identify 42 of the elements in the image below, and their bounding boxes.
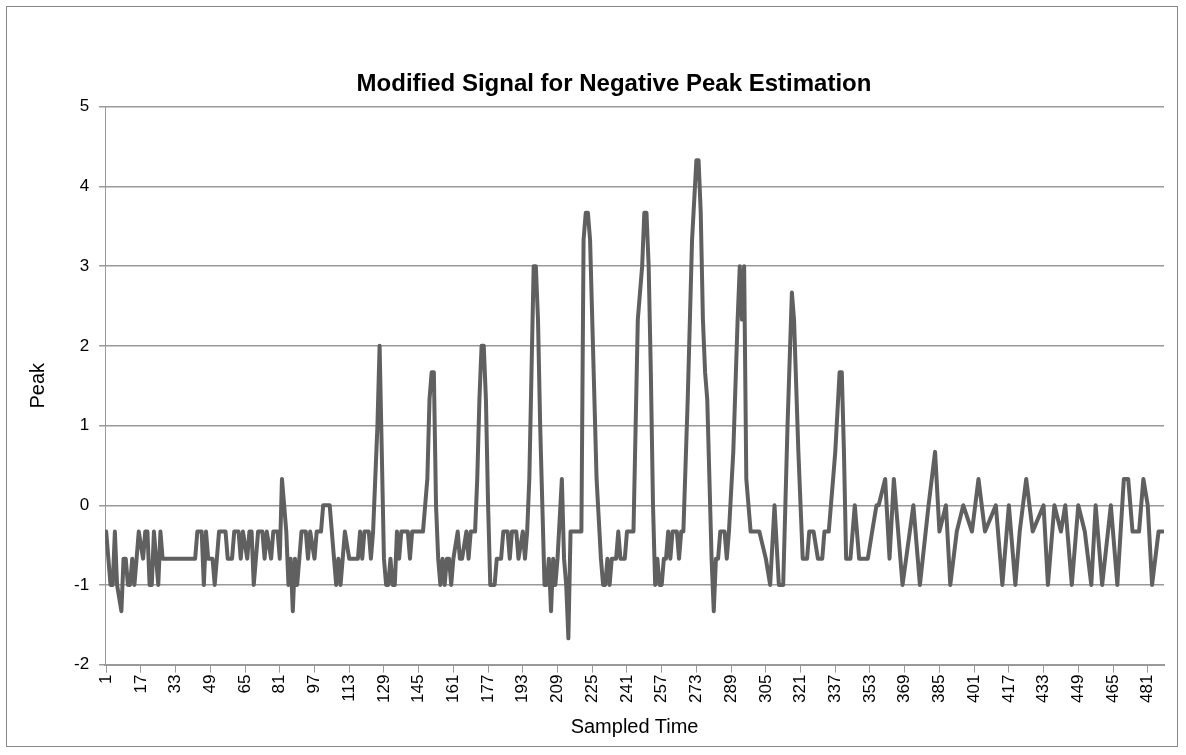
x-tick-label: 129	[373, 674, 393, 704]
x-tick-label: 369	[894, 674, 914, 704]
y-tick-label: -2	[73, 654, 90, 674]
x-tick-label: 385	[929, 674, 949, 704]
x-tick-label: 145	[408, 674, 428, 704]
x-tick-label: 305	[755, 674, 775, 704]
y-tick-label: 5	[79, 96, 90, 116]
x-tick-label: 81	[269, 674, 289, 694]
x-tick-label: 161	[443, 674, 463, 704]
x-tick-label: 321	[790, 674, 810, 704]
y-tick-label: 3	[79, 255, 90, 275]
x-tick-label: 337	[824, 674, 844, 704]
y-tick-label: 0	[79, 494, 90, 514]
x-tick-label: 177	[477, 674, 497, 704]
x-tick-label: 417	[998, 674, 1018, 704]
x-tick-label: 433	[1033, 674, 1053, 704]
x-tick-label: 49	[200, 674, 220, 694]
chart-title: Modified Signal for Negative Peak Estimation	[356, 69, 872, 97]
x-tick-label: 273	[686, 674, 706, 704]
x-tick-label: 209	[547, 674, 567, 704]
x-tick-label: 1	[95, 674, 115, 685]
y-axis-title: Peak	[25, 361, 48, 409]
x-tick-label: 97	[304, 674, 324, 694]
x-tick-label: 241	[616, 674, 636, 704]
x-tick-label: 65	[234, 674, 254, 694]
y-tick-label: 4	[79, 176, 90, 196]
x-tick-label: 449	[1067, 674, 1087, 704]
y-tick-label: -1	[73, 574, 90, 594]
x-tick-label: 17	[130, 674, 150, 694]
x-tick-label: 193	[512, 674, 532, 704]
x-tick-label: 289	[720, 674, 740, 704]
x-tick-label: 33	[165, 674, 185, 694]
x-tick-label: 257	[651, 674, 671, 704]
x-tick-label: 113	[338, 674, 358, 702]
x-tick-label: 225	[581, 674, 601, 704]
x-tick-label: 401	[963, 674, 983, 704]
x-tick-label: 465	[1102, 674, 1122, 704]
y-tick-label: 1	[79, 415, 90, 435]
x-axis-title: Sampled Time	[570, 714, 699, 737]
x-tick-label: 481	[1137, 674, 1157, 704]
x-tick-label: 353	[859, 674, 879, 704]
y-tick-label: 2	[79, 335, 90, 355]
